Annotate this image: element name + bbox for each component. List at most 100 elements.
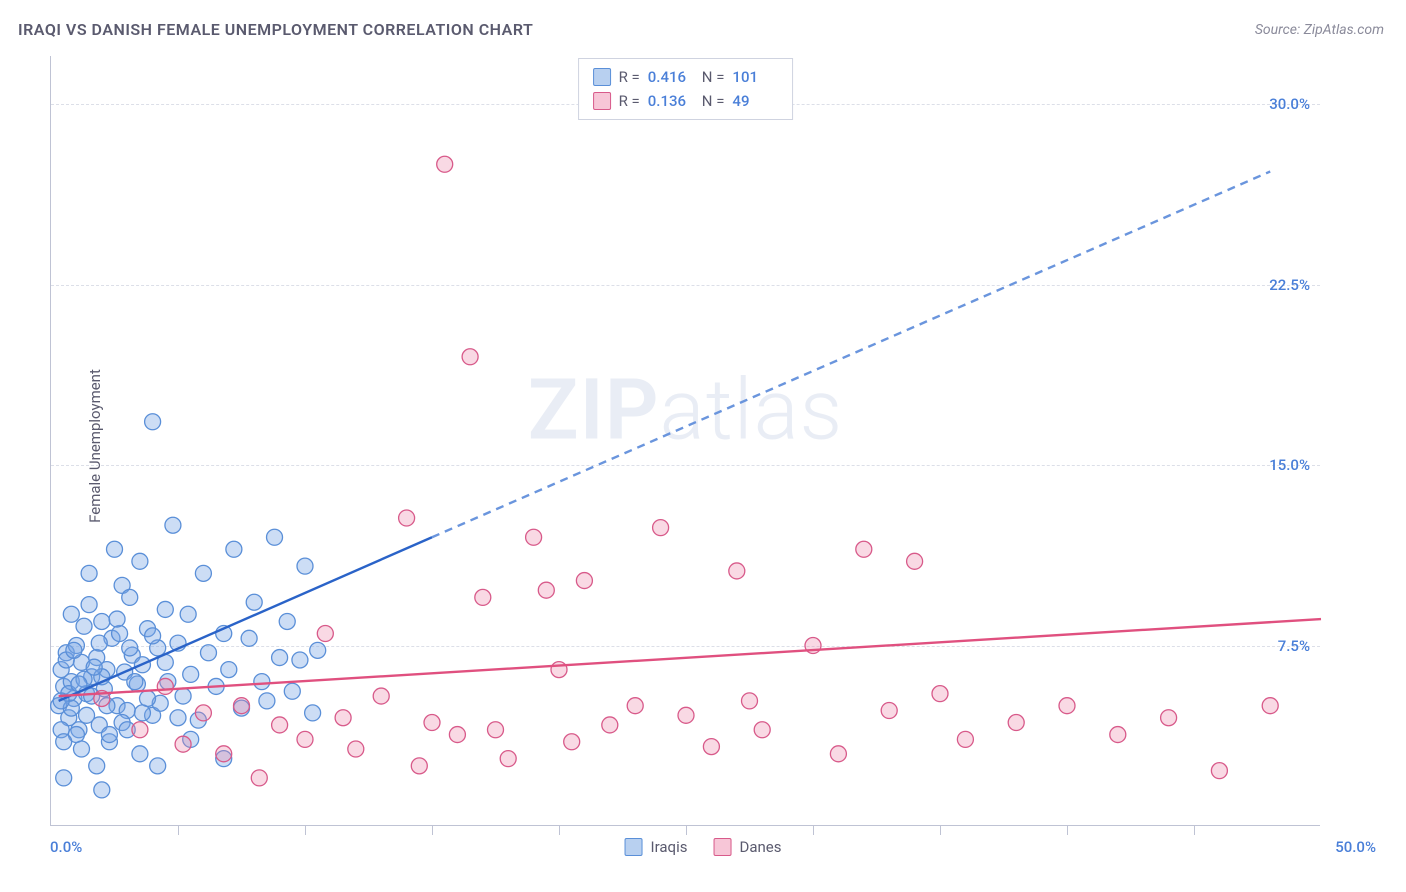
scatter-point (602, 717, 618, 733)
scatter-point (957, 731, 973, 747)
scatter-point (145, 628, 161, 644)
scatter-point (86, 659, 102, 675)
r-label-danes: R = (619, 89, 640, 113)
scatter-point (107, 541, 123, 557)
scatter-point (200, 645, 216, 661)
scatter-point (122, 640, 138, 656)
scatter-point (175, 736, 191, 752)
chart-container: IRAQI VS DANISH FEMALE UNEMPLOYMENT CORR… (0, 0, 1406, 892)
scatter-point (297, 558, 313, 574)
scatter-point (284, 683, 300, 699)
n-label-iraqis: N = (702, 65, 725, 89)
n-label-danes: N = (702, 89, 725, 113)
series-legend: Iraqis Danes (625, 838, 782, 856)
scatter-point (94, 782, 110, 798)
scatter-point (754, 722, 770, 738)
scatter-point (132, 722, 148, 738)
scatter-point (437, 156, 453, 172)
scatter-point (297, 731, 313, 747)
scatter-point (292, 652, 308, 668)
scatter-point (216, 746, 232, 762)
scatter-point (1059, 698, 1075, 714)
scatter-point (170, 710, 186, 726)
scatter-point (157, 601, 173, 617)
scatter-point (462, 349, 478, 365)
swatch-danes (593, 92, 611, 110)
scatter-point (830, 746, 846, 762)
scatter-point (79, 707, 95, 723)
scatter-point (475, 589, 491, 605)
legend-swatch-danes (713, 838, 731, 856)
x-tick-mark (305, 825, 306, 835)
scatter-point (226, 541, 242, 557)
scatter-point (246, 594, 262, 610)
scatter-point (56, 770, 72, 786)
scatter-point (267, 529, 283, 545)
scatter-point (907, 553, 923, 569)
scatter-point (1008, 715, 1024, 731)
scatter-point (109, 611, 125, 627)
scatter-point (81, 565, 97, 581)
scatter-point (1211, 763, 1227, 779)
scatter-point (272, 717, 288, 733)
legend-item-danes: Danes (713, 838, 781, 856)
x-tick-mark (1067, 825, 1068, 835)
x-min-label: 0.0% (50, 838, 82, 856)
scatter-point (881, 703, 897, 719)
scatter-point (63, 606, 79, 622)
scatter-point (856, 541, 872, 557)
scatter-point (76, 618, 92, 634)
r-value-danes: 0.136 (648, 89, 694, 113)
scatter-point (259, 693, 275, 709)
legend-label-iraqis: Iraqis (651, 838, 688, 856)
scatter-point (653, 520, 669, 536)
x-tick-mark (432, 825, 433, 835)
trend-line-dashed (432, 172, 1270, 538)
scatter-point (165, 517, 181, 533)
swatch-iraqis (593, 68, 611, 86)
scatter-point (538, 582, 554, 598)
correlation-row-danes: R = 0.136 N = 49 (593, 89, 779, 113)
scatter-point (1262, 698, 1278, 714)
source-prefix: Source: (1255, 22, 1304, 38)
scatter-point (742, 693, 758, 709)
scatter-point (551, 662, 567, 678)
scatter-point (424, 715, 440, 731)
scatter-point (251, 770, 267, 786)
chart-title: IRAQI VS DANISH FEMALE UNEMPLOYMENT CORR… (18, 20, 533, 39)
scatter-point (399, 510, 415, 526)
x-max-label: 50.0% (1335, 838, 1376, 856)
n-value-danes: 49 (732, 89, 778, 113)
r-value-iraqis: 0.416 (648, 65, 694, 89)
scatter-point (195, 565, 211, 581)
scatter-point (335, 710, 351, 726)
plot-area: ZIPatlas 7.5%15.0%22.5%30.0% R = 0.416 N… (50, 56, 1320, 826)
scatter-point (1161, 710, 1177, 726)
scatter-point (348, 741, 364, 757)
scatter-point (157, 678, 173, 694)
scatter-point (140, 690, 156, 706)
source-attribution: Source: ZipAtlas.com (1255, 22, 1384, 38)
scatter-point (564, 734, 580, 750)
scatter-point (932, 686, 948, 702)
scatter-point (81, 597, 97, 613)
scatter-point (678, 707, 694, 723)
scatter-point (175, 688, 191, 704)
x-tick-mark (940, 825, 941, 835)
correlation-row-iraqis: R = 0.416 N = 101 (593, 65, 779, 89)
scatter-point (150, 758, 166, 774)
scatter-point (101, 727, 117, 743)
scatter-point (254, 674, 270, 690)
x-tick-mark (559, 825, 560, 835)
scatter-point (91, 635, 107, 651)
legend-item-iraqis: Iraqis (625, 838, 688, 856)
scatter-point (234, 698, 250, 714)
scatter-point (241, 630, 257, 646)
legend-label-danes: Danes (739, 838, 781, 856)
scatter-svg (51, 56, 1320, 825)
scatter-point (89, 758, 105, 774)
scatter-point (127, 674, 143, 690)
scatter-point (488, 722, 504, 738)
scatter-point (310, 642, 326, 658)
x-tick-mark (813, 825, 814, 835)
